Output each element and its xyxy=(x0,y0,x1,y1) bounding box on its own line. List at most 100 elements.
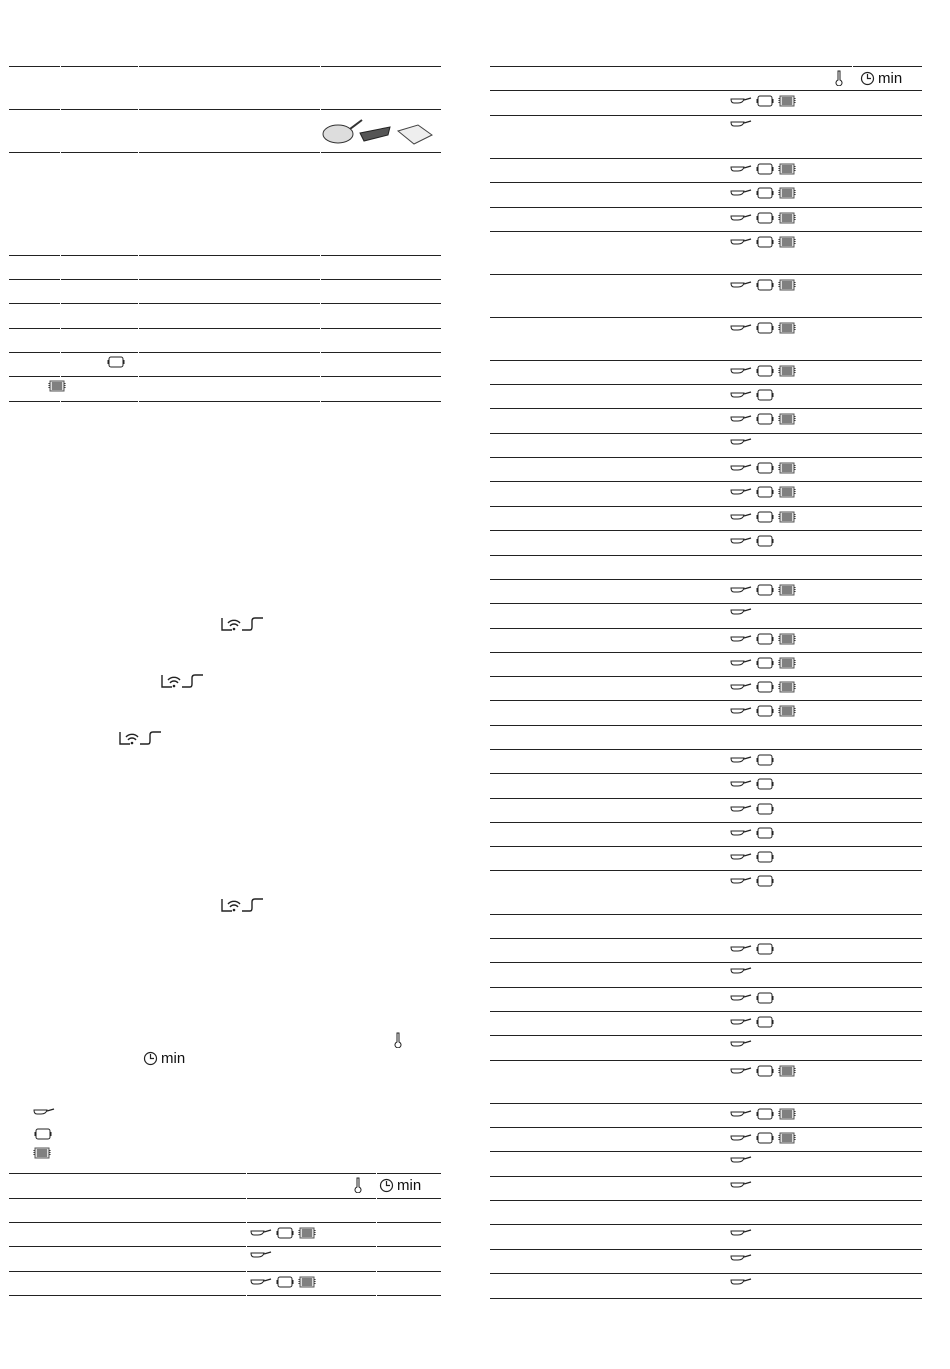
accessory-icons xyxy=(730,1065,796,1077)
table-rule xyxy=(490,1224,922,1225)
table-rule xyxy=(490,90,922,91)
clock-icon xyxy=(379,1178,394,1193)
pan-icon xyxy=(33,1108,55,1116)
table-rule xyxy=(490,914,922,915)
pan-icon xyxy=(730,659,752,667)
min-label: min xyxy=(397,1177,422,1194)
table-rule xyxy=(9,401,441,402)
table-rule xyxy=(490,773,922,774)
pan-icon xyxy=(730,805,752,813)
accessory-icons xyxy=(730,943,775,955)
table-rule xyxy=(9,1271,441,1272)
table-rule xyxy=(490,1151,922,1152)
accessory-icons xyxy=(730,1229,752,1237)
table-rule xyxy=(490,1273,922,1274)
baking-tray-icon xyxy=(755,365,775,377)
table-rule xyxy=(490,676,922,677)
table-rule xyxy=(9,66,441,67)
table-rule xyxy=(490,66,922,67)
accessory-icons xyxy=(730,365,796,377)
table-rule xyxy=(9,352,441,353)
home-connect-icon xyxy=(220,897,264,918)
baking-tray-icon xyxy=(275,1227,295,1239)
table-rule xyxy=(490,1103,922,1104)
pan-icon xyxy=(730,1156,752,1164)
accessory-icons xyxy=(730,187,796,199)
table-rule xyxy=(490,870,922,871)
table-rule xyxy=(490,652,922,653)
grill-tray-icon xyxy=(778,212,796,224)
table-rule xyxy=(9,1295,441,1296)
accessory-icons xyxy=(33,1147,51,1159)
grill-tray-icon xyxy=(778,279,796,291)
pan-icon xyxy=(730,1040,752,1048)
accessory-icons xyxy=(48,380,66,392)
table-rule xyxy=(490,481,922,482)
accessory-icons xyxy=(33,1128,53,1140)
baking-tray-icon xyxy=(755,322,775,334)
pan-icon xyxy=(250,1229,272,1237)
time-unit-label: min xyxy=(379,1177,421,1194)
accessory-icons xyxy=(730,967,752,975)
thermometer-icon xyxy=(394,1032,402,1053)
home-connect-icon xyxy=(118,730,162,751)
accessory-icons xyxy=(730,413,796,425)
table-rule xyxy=(9,255,441,256)
accessory-icons xyxy=(730,389,775,401)
table-rule xyxy=(490,182,922,183)
pan-icon xyxy=(730,1181,752,1189)
table-rule xyxy=(490,408,922,409)
table-rule xyxy=(490,457,922,458)
pan-icon xyxy=(730,1278,752,1286)
grill-tray-icon xyxy=(778,236,796,248)
grill-tray-icon xyxy=(778,705,796,717)
pan-icon xyxy=(730,97,752,105)
pan-icon xyxy=(730,1254,752,1262)
grill-tray-icon xyxy=(778,584,796,596)
table-rule xyxy=(490,433,922,434)
clock-icon xyxy=(143,1051,158,1066)
table-rule xyxy=(490,579,922,580)
baking-tray-icon xyxy=(33,1128,53,1140)
table-rule xyxy=(490,274,922,275)
accessory-icons xyxy=(730,1040,752,1048)
baking-tray-icon xyxy=(755,827,775,839)
grill-tray-icon xyxy=(778,365,796,377)
accessory-icons xyxy=(730,120,752,128)
accessory-icons xyxy=(730,1181,752,1189)
grill-tray-icon xyxy=(778,95,796,107)
table-rule xyxy=(490,749,922,750)
pan-icon xyxy=(730,367,752,375)
pan-icon xyxy=(250,1278,272,1286)
table-rule xyxy=(490,1060,922,1061)
baking-tray-icon xyxy=(755,803,775,815)
table-rule xyxy=(490,1011,922,1012)
table-rule xyxy=(490,360,922,361)
pan-icon xyxy=(730,214,752,222)
pan-icon xyxy=(730,488,752,496)
baking-tray-icon xyxy=(755,486,775,498)
baking-tray-icon xyxy=(755,187,775,199)
grill-tray-icon xyxy=(778,486,796,498)
pan-icon xyxy=(730,464,752,472)
table-rule xyxy=(490,555,922,556)
accessory-icons xyxy=(730,236,796,248)
home-connect-icon xyxy=(160,673,204,694)
accessory-icons xyxy=(730,95,796,107)
pan-grill-tray-illustration xyxy=(322,117,434,152)
table-rule xyxy=(490,530,922,531)
pan-icon xyxy=(730,586,752,594)
table-rule xyxy=(490,962,922,963)
pan-icon xyxy=(730,537,752,545)
table-rule xyxy=(9,303,441,304)
accessory-icons xyxy=(106,356,126,368)
accessory-icons xyxy=(730,657,796,669)
pan-icon xyxy=(730,683,752,691)
column-gap xyxy=(376,1170,377,1300)
baking-tray-icon xyxy=(755,754,775,766)
pan-icon xyxy=(730,945,752,953)
table-rule xyxy=(9,1222,441,1223)
pan-icon xyxy=(250,1251,272,1259)
pan-icon xyxy=(730,608,752,616)
